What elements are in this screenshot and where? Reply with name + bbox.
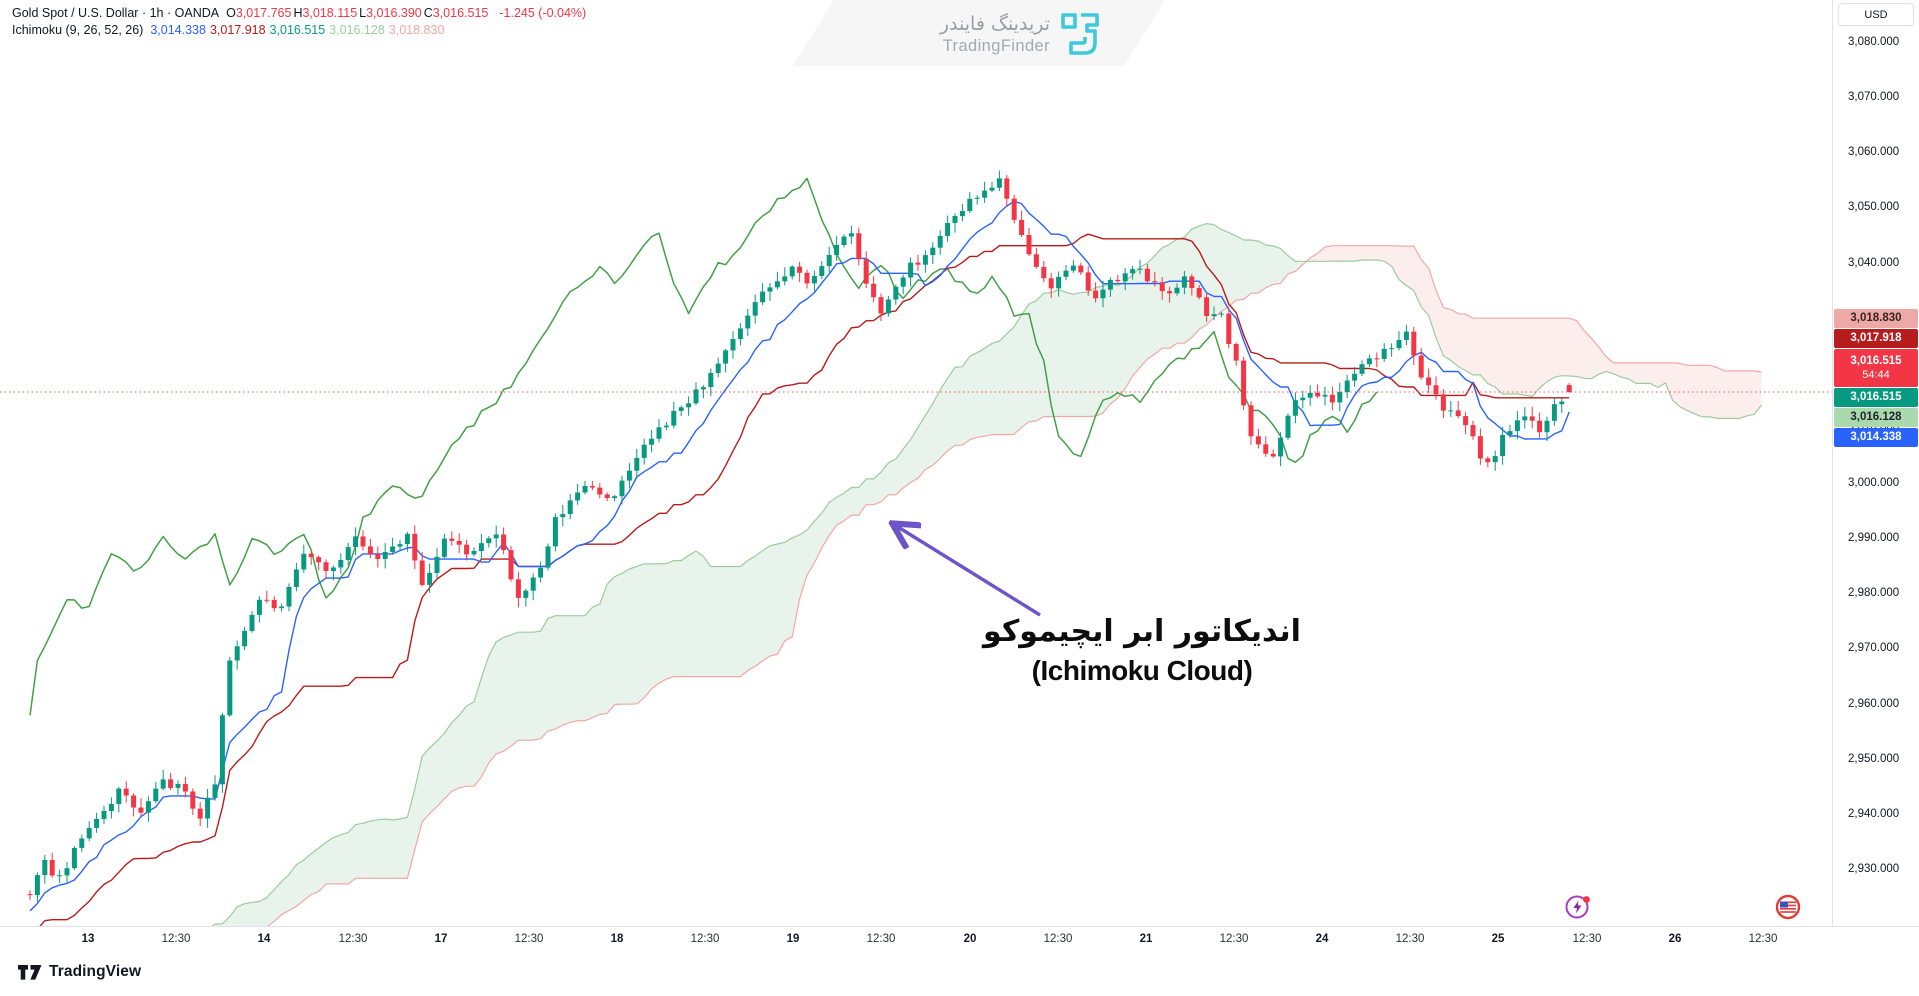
x-axis-tick-label: 19 xyxy=(786,933,800,945)
ichimoku-conversion-line xyxy=(29,200,1570,912)
candlestick-series xyxy=(27,170,1572,902)
tradingfinder-watermark: تریدینگ فایندر TradingFinder xyxy=(860,8,1100,60)
x-axis-tick-label: 12:30 xyxy=(1572,933,1602,945)
annotation-text: اندیکاتور ابر ایچیموکو (Ichimoku Cloud) xyxy=(942,612,1342,690)
ichimoku-cloud-bullish xyxy=(212,223,1303,926)
y-axis-tick-label: 2,950.000 xyxy=(1848,752,1900,765)
price-axis-label: 3,017.918 xyxy=(1834,329,1918,348)
tradingview-logo[interactable]: TradingView xyxy=(18,963,141,981)
ohlc-item: H3,018.115 xyxy=(293,6,358,20)
ohlc-values: O3,017.765 H3,018.115 L3,016.390 C3,016.515 xyxy=(226,5,490,22)
tradingview-logo-text: TradingView xyxy=(49,963,142,980)
exchange-label: OANDA xyxy=(174,6,220,20)
y-axis-tick-label: 3,040.000 xyxy=(1848,256,1900,269)
price-axis[interactable]: USD 3,080.000 3,070.000 3,060.000 3,050.000… xyxy=(1832,0,1919,926)
x-axis-tick-label: 13 xyxy=(81,933,95,945)
y-axis-tick-label: 3,000.000 xyxy=(1848,477,1900,490)
x-axis-tick-label: 12:30 xyxy=(1043,933,1073,945)
x-axis-tick-label: 24 xyxy=(1315,933,1329,945)
x-axis-tick-label: 12:30 xyxy=(1219,933,1249,945)
us-flag-icon[interactable] xyxy=(1774,893,1802,921)
y-axis-tick-label: 3,050.000 xyxy=(1848,201,1900,214)
ichimoku-lead-a-line xyxy=(211,223,1763,926)
x-axis-tick-label: 12:30 xyxy=(338,933,368,945)
price-axis-label: 3,016.515 xyxy=(1834,388,1918,407)
indicator-title: Ichimoku (9, 26, 52, 26) xyxy=(12,23,144,37)
watermark-title-en: TradingFinder xyxy=(942,37,1050,55)
price-axis-label: 3,014.338 xyxy=(1834,428,1918,447)
x-axis-tick-label: 21 xyxy=(1139,933,1153,945)
change-value: -1.245 (-0.04%) xyxy=(499,6,587,20)
ichimoku-lagging-span xyxy=(29,177,1378,716)
x-axis-tick-label: 17 xyxy=(434,933,448,945)
y-axis-tick-label: 2,960.000 xyxy=(1848,697,1900,710)
ichimoku-cloud-bearish xyxy=(1302,245,1762,419)
y-axis-tick-label: 2,930.000 xyxy=(1848,863,1900,875)
x-axis-tick-label: 26 xyxy=(1668,933,1682,945)
bottom-toolbar: TradingView xyxy=(0,955,1919,996)
x-axis-tick-label: 25 xyxy=(1491,933,1505,945)
indicator-value: 3,018.830 xyxy=(388,23,445,37)
economic-events-icon[interactable] xyxy=(1564,893,1592,921)
x-axis-tick-label: 12:30 xyxy=(1748,933,1778,945)
symbol-row[interactable]: Gold Spot / U.S. Dollar · 1h · OANDA O3,… xyxy=(12,5,586,22)
x-axis-tick-label: 12:30 xyxy=(1395,933,1425,945)
x-axis-tick-label: 12:30 xyxy=(690,933,720,945)
currency-button[interactable]: USD xyxy=(1838,3,1914,26)
symbol-title: Gold Spot / U.S. Dollar · 1h · OANDA xyxy=(12,6,220,20)
price-axis-label: 3,016.515 54:44 xyxy=(1834,349,1918,387)
watermark-background xyxy=(793,0,1165,66)
indicator-value: 3,016.515 xyxy=(269,23,326,37)
y-axis-tick-label: 2,940.000 xyxy=(1848,807,1900,820)
time-axis[interactable]: 13 12:30 14 12:30 17 12:30 18 12:30 19 12:30 20 12:… xyxy=(0,926,1919,956)
indicator-value: 3,017.918 xyxy=(209,23,266,37)
timeframe-label: 1h xyxy=(149,6,164,20)
ohlc-item: C3,016.515 xyxy=(423,6,489,20)
ichimoku-lead-b-line xyxy=(267,245,1762,926)
annotation-line-fa: اندیکاتور ابر ایچیموکو xyxy=(983,614,1301,649)
y-axis-tick-label: 3,080.000 xyxy=(1848,36,1900,48)
y-axis-tick-label: 3,060.000 xyxy=(1848,146,1900,159)
x-axis-tick-label: 12:30 xyxy=(866,933,896,945)
y-axis-tick-label: 2,980.000 xyxy=(1848,587,1900,600)
watermark-title-fa: تریدینگ فایندر xyxy=(939,13,1050,35)
price-axis-label: 3,018.830 xyxy=(1834,309,1918,328)
ohlc-item: L3,016.390 xyxy=(359,6,422,20)
indicator-values: 3,014.338 3,017.918 3,016.515 3,016.128 3,01… xyxy=(150,22,448,39)
price-axis-label: 3,016.128 xyxy=(1834,408,1918,427)
x-axis-tick-label: 14 xyxy=(257,933,271,945)
indicator-row[interactable]: Ichimoku (9, 26, 52, 26) 3,014.338 3,017.… xyxy=(12,22,586,39)
indicator-value: 3,016.128 xyxy=(329,23,385,37)
annotation-line-en: (Ichimoku Cloud) xyxy=(1031,655,1253,686)
symbol-legend: Gold Spot / U.S. Dollar · 1h · OANDA O3,… xyxy=(12,5,586,39)
y-axis-tick-label: 2,970.000 xyxy=(1848,642,1900,655)
ichimoku-base-line xyxy=(39,233,1570,926)
y-axis-tick-label: 2,990.000 xyxy=(1848,532,1900,545)
x-axis-tick-label: 20 xyxy=(963,933,977,945)
y-axis-tick-label: 3,070.000 xyxy=(1848,91,1900,104)
x-axis-tick-label: 12:30 xyxy=(161,933,191,945)
x-axis-tick-label: 12:30 xyxy=(514,933,544,945)
ohlc-item: O3,017.765 xyxy=(226,6,292,20)
x-axis-tick-label: 18 xyxy=(610,933,624,945)
tradingview-logo-icon xyxy=(18,964,42,980)
tradingfinder-logo-icon xyxy=(1061,13,1099,55)
indicator-value: 3,014.338 xyxy=(150,23,206,37)
